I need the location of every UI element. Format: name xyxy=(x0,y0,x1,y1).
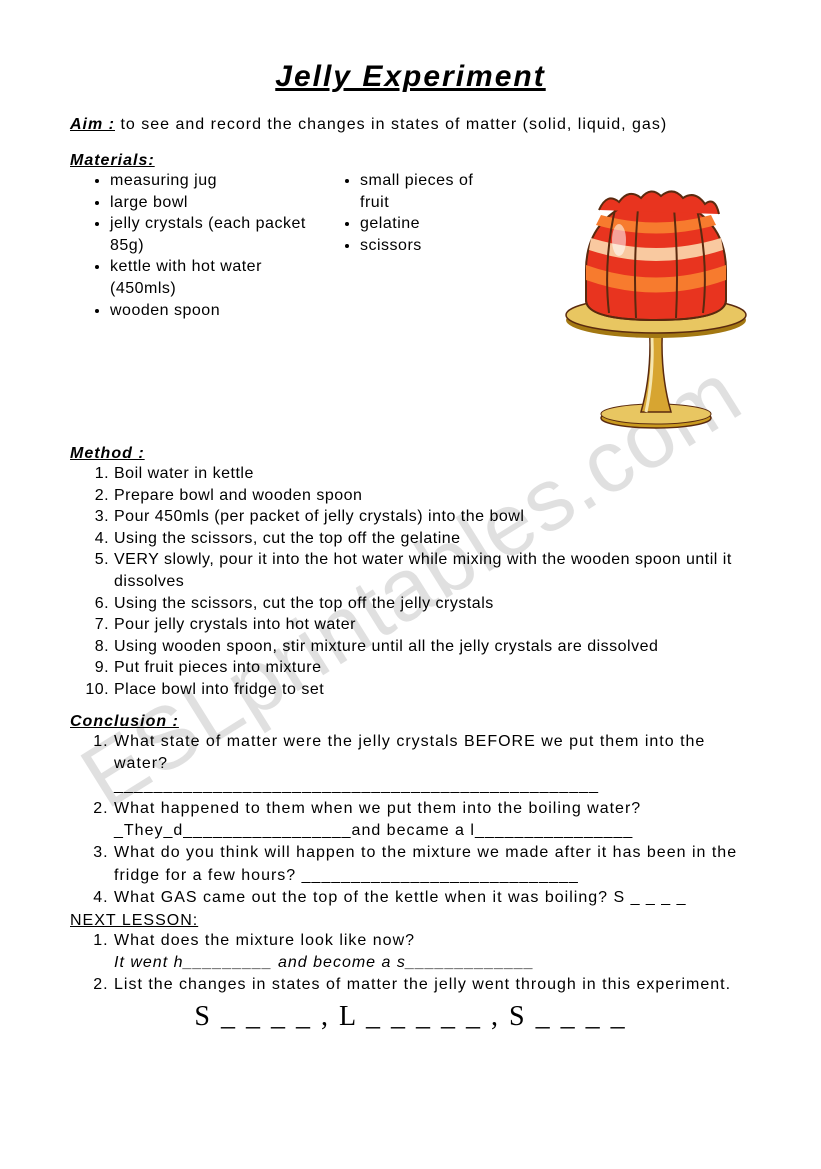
q3-blank[interactable]: ____________________________ xyxy=(302,867,579,884)
list-item: What GAS came out the top of the kettle … xyxy=(114,887,751,909)
next-lesson-questions: What does the mixture look like now? It … xyxy=(70,930,751,997)
list-item: Prepare bowl and wooden spoon xyxy=(114,485,751,507)
aim-label: Aim : xyxy=(70,116,115,133)
q2-text: What happened to them when we put them i… xyxy=(114,800,641,817)
list-item: Boil water in kettle xyxy=(114,463,751,485)
states-blanks[interactable]: S _ _ _ _ , L _ _ _ _ _ , S _ _ _ _ xyxy=(70,1001,751,1033)
list-item: Using the scissors, cut the top off the … xyxy=(114,593,751,615)
list-item: scissors xyxy=(360,235,480,257)
list-item: What does the mixture look like now? It … xyxy=(114,930,751,975)
list-item: small pieces of fruit xyxy=(360,170,480,213)
list-item: Using the scissors, cut the top off the … xyxy=(114,528,751,550)
list-item: Pour jelly crystals into hot water xyxy=(114,614,751,636)
method-label: Method : xyxy=(70,445,751,463)
list-item: large bowl xyxy=(110,192,320,214)
list-item: kettle with hot water (450mls) xyxy=(110,256,320,299)
materials-col-2: small pieces of fruit gelatine scissors xyxy=(320,170,480,321)
list-item: measuring jug xyxy=(110,170,320,192)
nq2-text: List the changes in states of matter the… xyxy=(114,976,731,993)
materials-col-1: measuring jug large bowl jelly crystals … xyxy=(70,170,320,321)
q1-blank[interactable]: ________________________________________… xyxy=(114,777,599,794)
materials-row: measuring jug large bowl jelly crystals … xyxy=(70,170,751,435)
next-lesson-label: NEXT LESSON: xyxy=(70,912,751,930)
q2-blank[interactable]: _They_d_________________and became a l__… xyxy=(114,822,633,839)
nq1-text: What does the mixture look like now? xyxy=(114,932,415,949)
list-item: Put fruit pieces into mixture xyxy=(114,657,751,679)
conclusion-label: Conclusion : xyxy=(70,713,751,731)
aim-line: Aim : to see and record the changes in s… xyxy=(70,116,751,134)
list-item: wooden spoon xyxy=(110,300,320,322)
method-section: Method : Boil water in kettle Prepare bo… xyxy=(70,445,751,701)
materials-label: Materials: xyxy=(70,152,751,170)
page-title: Jelly Experiment xyxy=(70,60,751,94)
list-item: Using wooden spoon, stir mixture until a… xyxy=(114,636,751,658)
materials-columns: measuring jug large bowl jelly crystals … xyxy=(70,170,561,321)
list-item: What happened to them when we put them i… xyxy=(114,798,751,843)
list-item: Place bowl into fridge to set xyxy=(114,679,751,701)
document-content: Jelly Experiment Aim : to see and record… xyxy=(70,60,751,1033)
list-item: VERY slowly, pour it into the hot water … xyxy=(114,549,751,592)
method-steps: Boil water in kettle Prepare bowl and wo… xyxy=(70,463,751,701)
conclusion-section: Conclusion : What state of matter were t… xyxy=(70,713,751,910)
aim-text: to see and record the changes in states … xyxy=(115,116,667,133)
list-item: List the changes in states of matter the… xyxy=(114,974,751,996)
conclusion-questions: What state of matter were the jelly crys… xyxy=(70,731,751,910)
q1-text: What state of matter were the jelly crys… xyxy=(114,733,705,772)
list-item: gelatine xyxy=(360,213,480,235)
list-item: Pour 450mls (per packet of jelly crystal… xyxy=(114,506,751,528)
list-item: What state of matter were the jelly crys… xyxy=(114,731,751,798)
jelly-illustration xyxy=(561,170,751,435)
list-item: jelly crystals (each packet 85g) xyxy=(110,213,320,256)
list-item: What do you think will happen to the mix… xyxy=(114,842,751,887)
q4-text[interactable]: What GAS came out the top of the kettle … xyxy=(114,889,687,906)
nq1-blank[interactable]: It went h_________ and become a s_______… xyxy=(114,954,535,971)
jelly-icon xyxy=(561,170,751,430)
